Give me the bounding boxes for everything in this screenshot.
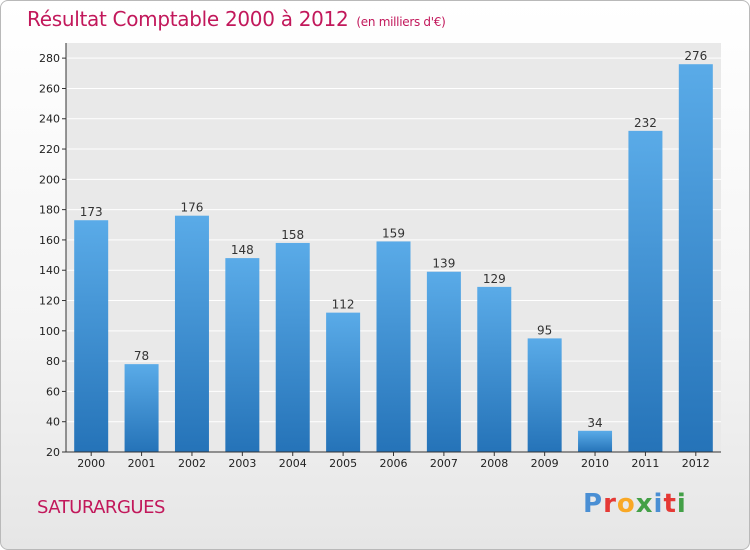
x-tick-label: 2003 — [228, 457, 256, 470]
data-label: 276 — [684, 49, 707, 63]
bar — [477, 286, 512, 452]
logo-letter: P — [583, 489, 604, 519]
data-label: 95 — [537, 323, 552, 337]
bar — [527, 338, 562, 452]
x-tick-label: 2004 — [279, 457, 307, 470]
y-tick-label: 80 — [46, 355, 60, 368]
town-name: SATURARGUES — [37, 497, 165, 518]
y-tick-label: 140 — [39, 264, 60, 277]
y-tick-label: 260 — [39, 82, 60, 95]
y-tick-label: 60 — [46, 385, 60, 398]
y-tick-label: 220 — [39, 143, 60, 156]
x-tick-label: 2000 — [77, 457, 105, 470]
y-tick-label: 200 — [39, 173, 60, 186]
bar — [74, 220, 109, 452]
bar — [376, 241, 411, 452]
bar — [628, 130, 663, 452]
bar — [275, 242, 310, 452]
y-tick-label: 40 — [46, 416, 60, 429]
bar — [678, 64, 713, 453]
y-tick-label: 280 — [39, 52, 60, 65]
bar — [174, 215, 209, 452]
chart-subtitle: (en milliers d'€) — [356, 15, 446, 29]
x-tick-label: 2011 — [631, 457, 659, 470]
y-tick-label: 180 — [39, 204, 60, 217]
bars: 173 78 176 148 158 112 159 139 129 95 34 232 276 — [74, 49, 713, 453]
proxiti-logo: Proxiti — [583, 489, 687, 519]
x-tick-label: 2007 — [430, 457, 458, 470]
x-tick-label: 2005 — [329, 457, 357, 470]
chart-title: Résultat Comptable 2000 à 2012 (en millie… — [27, 7, 446, 31]
bar — [326, 312, 361, 452]
logo-letter: i — [653, 489, 664, 519]
data-label: 129 — [483, 272, 506, 286]
logo-letter: o — [616, 489, 636, 519]
y-tick-label: 160 — [39, 234, 60, 247]
y-tick-label: 20 — [46, 446, 60, 459]
data-label: 159 — [382, 226, 405, 240]
data-label: 148 — [231, 243, 254, 257]
data-label: 232 — [634, 116, 657, 130]
y-tick-label: 100 — [39, 325, 60, 338]
x-tick-label: 2006 — [380, 457, 408, 470]
x-tick-label: 2002 — [178, 457, 206, 470]
data-label: 112 — [332, 298, 355, 312]
axes: 20 40 60 80 100 120 140 160 180 200 220 240 260 280 20… — [39, 43, 721, 470]
x-tick-label: 2001 — [128, 457, 156, 470]
bar — [225, 258, 260, 452]
bar — [124, 364, 159, 452]
bar — [578, 430, 613, 452]
logo-letter: r — [603, 489, 617, 519]
data-label: 176 — [181, 201, 204, 215]
chart-title-text: Résultat Comptable 2000 à 2012 — [27, 7, 349, 31]
logo-letter: x — [635, 489, 654, 519]
y-tick-label: 240 — [39, 113, 60, 126]
bar — [426, 271, 461, 452]
logo-letter: i — [676, 489, 687, 519]
x-tick-label: 2008 — [480, 457, 508, 470]
data-label: 158 — [281, 228, 304, 242]
y-tick-label: 120 — [39, 295, 60, 308]
logo-letter: t — [663, 489, 677, 519]
data-label: 173 — [80, 205, 103, 219]
data-label: 34 — [587, 416, 602, 430]
x-tick-label: 2009 — [531, 457, 559, 470]
x-tick-label: 2010 — [581, 457, 609, 470]
x-tick-label: 2012 — [682, 457, 710, 470]
data-label: 78 — [134, 349, 149, 363]
data-label: 139 — [432, 257, 455, 271]
